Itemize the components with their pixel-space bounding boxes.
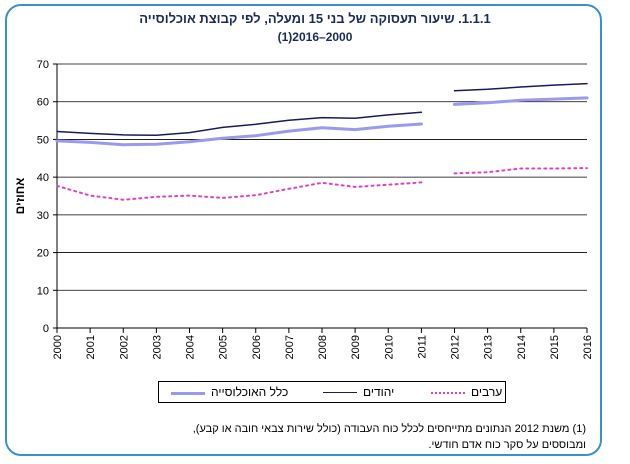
x-tick-label: 2000: [52, 335, 64, 359]
x-tick-label: 2001: [85, 335, 97, 359]
y-tick-label: 10: [37, 285, 49, 297]
chart-subtitle: 2000–2016(1): [277, 30, 353, 44]
series-line-2-segment-1: [453, 167, 588, 175]
chart-legend: כלל האוכלוסייה יהודים ערבים: [158, 381, 506, 403]
x-tick-label: 2005: [218, 335, 230, 359]
footnote-line-1: (1) משנת 2012 הנתונים מתייחסים לכלל כוח …: [192, 423, 586, 435]
legend-swatch-total: [171, 392, 205, 395]
legend-label-jews: יהודים: [363, 385, 395, 399]
x-tick-label: 2006: [251, 335, 263, 359]
x-tick-label: 2013: [483, 335, 495, 359]
legend-item-total: כלל האוכלוסייה: [167, 385, 288, 401]
footnote-line-2: ומבוססים על סקר כוח אדם חודשי.: [428, 439, 586, 451]
y-tick-label: 30: [37, 210, 49, 222]
x-tick-label: 2010: [383, 335, 395, 359]
series-line-0-segment-0: [55, 122, 423, 147]
y-tick-label: 20: [37, 248, 49, 260]
y-tick-label: 70: [37, 59, 49, 71]
y-tick-label: 60: [37, 97, 49, 109]
x-tick-label: 2007: [284, 335, 296, 359]
chart-frame: [5, 4, 602, 456]
x-tick-label: 2015: [549, 335, 561, 359]
series-line-0-segment-1: [453, 96, 589, 106]
x-tick-label: 2008: [317, 335, 329, 359]
series-line-2-segment-0: [56, 181, 423, 201]
x-tick-label: 2016: [582, 335, 594, 359]
x-tick-label: 2011: [416, 335, 428, 359]
x-tick-label: 2003: [151, 335, 163, 359]
y-axis-label: אחוזים: [13, 178, 27, 215]
x-tick-label: 2009: [350, 335, 362, 359]
x-tick-label: 2012: [450, 335, 462, 359]
footnote: (1) משנת 2012 הנתונים מתייחסים לכלל כוח …: [193, 421, 586, 453]
y-tick-label: 40: [37, 172, 49, 184]
x-tick-label: 2004: [185, 335, 197, 359]
legend-label-total: כלל האוכלוסייה: [211, 385, 289, 399]
y-tick-label: 0: [43, 323, 49, 335]
legend-label-arabs: ערבים: [471, 385, 503, 399]
legend-swatch-arabs: [431, 392, 465, 394]
legend-swatch-jews: [323, 392, 357, 393]
x-tick-label: 2014: [516, 335, 528, 359]
legend-item-arabs: ערבים: [427, 385, 503, 401]
legend-item-jews: יהודים: [319, 385, 409, 401]
y-tick-label: 50: [37, 134, 49, 146]
chart-title: 1.1.1. שיעור תעסוקה של בני 15 ומעלה, לפי…: [139, 11, 491, 26]
x-tick-label: 2002: [118, 335, 130, 359]
series-line-1-segment-0: [56, 111, 423, 137]
series-line-1-segment-1: [453, 82, 588, 92]
